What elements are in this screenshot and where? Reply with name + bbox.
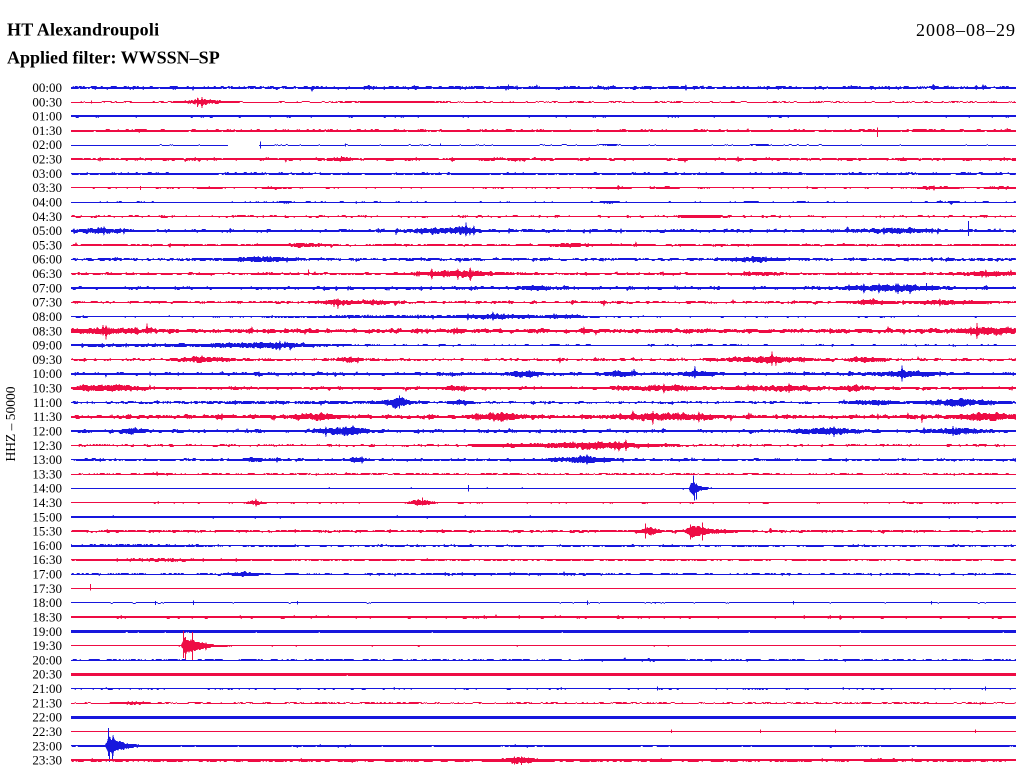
svg-text:23:30: 23:30 xyxy=(32,753,62,768)
svg-text:09:30: 09:30 xyxy=(32,352,62,367)
svg-text:20:30: 20:30 xyxy=(32,667,62,682)
svg-text:21:30: 21:30 xyxy=(32,695,62,710)
svg-text:15:00: 15:00 xyxy=(32,509,62,524)
svg-text:01:00: 01:00 xyxy=(32,109,62,124)
svg-text:11:30: 11:30 xyxy=(33,409,62,424)
svg-text:10:00: 10:00 xyxy=(32,366,62,381)
svg-text:11:00: 11:00 xyxy=(33,395,62,410)
svg-text:12:30: 12:30 xyxy=(32,438,62,453)
svg-text:05:00: 05:00 xyxy=(32,223,62,238)
svg-text:06:00: 06:00 xyxy=(32,252,62,267)
svg-text:01:30: 01:30 xyxy=(32,123,62,138)
svg-text:08:30: 08:30 xyxy=(32,323,62,338)
svg-text:06:30: 06:30 xyxy=(32,266,62,281)
svg-text:15:30: 15:30 xyxy=(32,524,62,539)
svg-text:07:00: 07:00 xyxy=(32,280,62,295)
svg-text:16:30: 16:30 xyxy=(32,552,62,567)
svg-text:09:00: 09:00 xyxy=(32,338,62,353)
svg-text:20:00: 20:00 xyxy=(32,652,62,667)
svg-text:18:30: 18:30 xyxy=(32,610,62,625)
svg-text:08:00: 08:00 xyxy=(32,309,62,324)
svg-text:00:30: 00:30 xyxy=(32,94,62,109)
svg-text:16:00: 16:00 xyxy=(32,538,62,553)
svg-text:22:00: 22:00 xyxy=(32,710,62,725)
svg-text:14:00: 14:00 xyxy=(32,481,62,496)
svg-text:17:00: 17:00 xyxy=(32,567,62,582)
svg-text:HHZ – 50000: HHZ – 50000 xyxy=(3,386,18,461)
svg-text:13:30: 13:30 xyxy=(32,466,62,481)
svg-text:HT Alexandroupoli: HT Alexandroupoli xyxy=(7,20,159,40)
svg-text:2008–08–29: 2008–08–29 xyxy=(916,20,1016,40)
svg-text:22:30: 22:30 xyxy=(32,724,62,739)
svg-text:00:00: 00:00 xyxy=(32,80,62,95)
svg-text:02:00: 02:00 xyxy=(32,137,62,152)
svg-text:03:00: 03:00 xyxy=(32,166,62,181)
svg-text:Applied filter: WWSSN–SP: Applied filter: WWSSN–SP xyxy=(7,48,220,68)
svg-text:13:00: 13:00 xyxy=(32,452,62,467)
svg-text:18:00: 18:00 xyxy=(32,595,62,610)
svg-text:04:30: 04:30 xyxy=(32,209,62,224)
svg-text:23:00: 23:00 xyxy=(32,738,62,753)
svg-text:17:30: 17:30 xyxy=(32,581,62,596)
svg-text:03:30: 03:30 xyxy=(32,180,62,195)
svg-text:21:00: 21:00 xyxy=(32,681,62,696)
svg-text:02:30: 02:30 xyxy=(32,152,62,167)
svg-text:07:30: 07:30 xyxy=(32,295,62,310)
svg-text:12:00: 12:00 xyxy=(32,423,62,438)
svg-text:19:00: 19:00 xyxy=(32,624,62,639)
svg-text:14:30: 14:30 xyxy=(32,495,62,510)
svg-text:04:00: 04:00 xyxy=(32,195,62,210)
svg-text:10:30: 10:30 xyxy=(32,381,62,396)
svg-text:05:30: 05:30 xyxy=(32,237,62,252)
svg-text:19:30: 19:30 xyxy=(32,638,62,653)
